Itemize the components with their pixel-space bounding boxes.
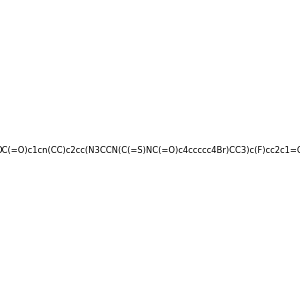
Text: OC(=O)c1cn(CC)c2cc(N3CCN(C(=S)NC(=O)c4ccccc4Br)CC3)c(F)cc2c1=O: OC(=O)c1cn(CC)c2cc(N3CCN(C(=S)NC(=O)c4cc… (0, 146, 300, 154)
